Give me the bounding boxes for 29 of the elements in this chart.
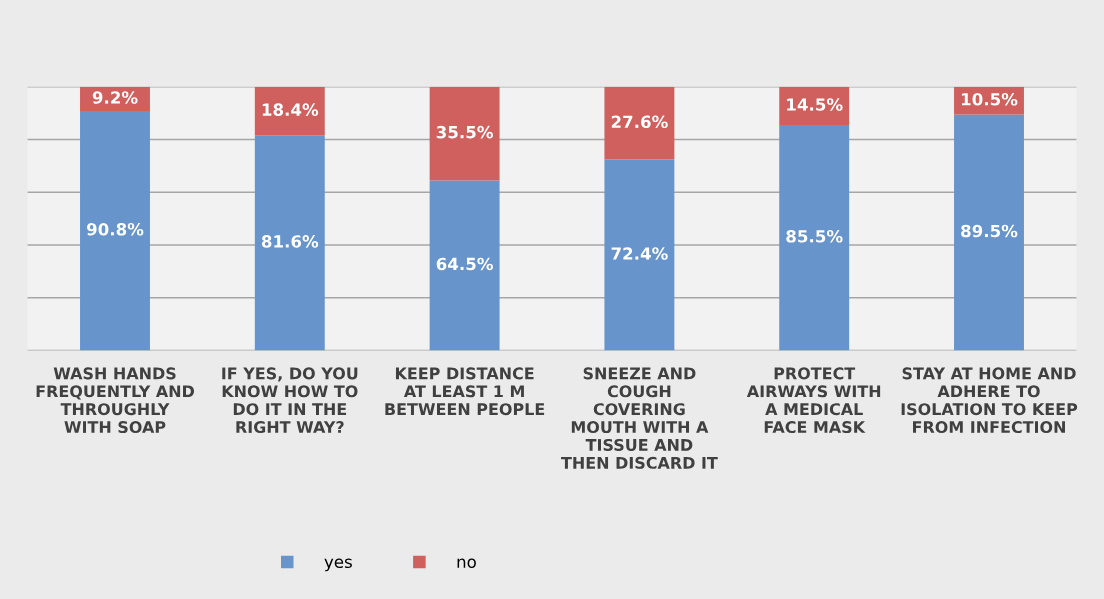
bar (254, 86, 325, 136)
data-label: 90.8% (86, 222, 144, 236)
data-label: 81.6% (261, 235, 319, 248)
legend-label: yes (324, 558, 352, 572)
data-label: 64.5% (436, 257, 493, 271)
bar (80, 111, 150, 351)
x-tick-label: IF YES, DO YOU KNOW HOW TO DO IT IN THE RIGHT WAY? (222, 367, 358, 434)
bar (954, 114, 1024, 351)
data-label: 18.4% (262, 103, 319, 116)
x-tick-label: SNEEZE AND COUGH COVERING MOUTH WITH A TISSUE AND THEN DISCARD IT (561, 367, 718, 469)
data-label: 27.6% (611, 115, 668, 129)
data-label: 9.2% (92, 91, 138, 104)
data-label: 85.5% (786, 229, 843, 243)
bar (604, 86, 675, 160)
bar (429, 86, 500, 181)
x-tick-label: STAY AT HOME AND ADHERE TO ISOLATION TO KEEP FROM INFECTION (901, 367, 1078, 434)
data-label: 72.4% (611, 247, 668, 260)
bar (429, 180, 500, 351)
data-label: 35.5% (436, 125, 493, 139)
data-label: 89.5% (961, 224, 1018, 238)
data-label: 14.5% (787, 98, 843, 111)
legend-label: no (457, 558, 476, 569)
data-label: 10.5% (961, 92, 1018, 106)
bar (254, 135, 325, 351)
bar (779, 125, 850, 351)
x-tick-label: KEEP DISTANCE AT LEAST 1 M BETWEEN PEOPLE (385, 367, 545, 416)
x-tick-label: WASH HANDS FREQUENTLY AND THROUGHLY WITH SOAP (36, 367, 194, 434)
x-tick-label: PROTECT AIRWAYS WITH A MEDICAL FACE MASK (746, 367, 881, 434)
bar (604, 159, 675, 351)
